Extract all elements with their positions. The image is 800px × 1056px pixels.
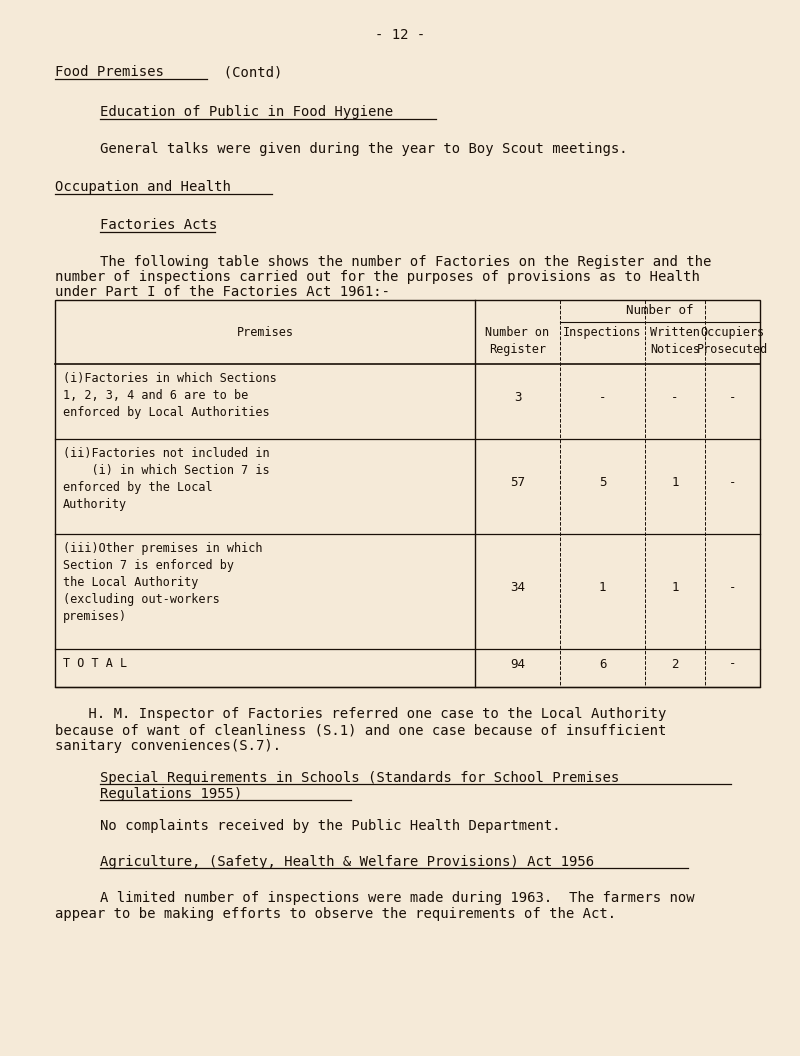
Text: 1: 1 xyxy=(671,476,678,489)
Text: Factories Acts: Factories Acts xyxy=(100,218,218,232)
Text: 5: 5 xyxy=(598,476,606,489)
Text: -: - xyxy=(729,581,736,593)
Text: Occupation and Health: Occupation and Health xyxy=(55,180,231,194)
Text: A limited number of inspections were made during 1963.  The farmers now: A limited number of inspections were mad… xyxy=(100,891,694,905)
Text: 34: 34 xyxy=(510,581,525,593)
Text: The following table shows the number of Factories on the Register and the: The following table shows the number of … xyxy=(100,254,711,269)
Text: Number on
Register: Number on Register xyxy=(486,326,550,356)
Text: Education of Public in Food Hygiene: Education of Public in Food Hygiene xyxy=(100,105,393,119)
Text: (Contd): (Contd) xyxy=(207,65,282,79)
Text: Special Requirements in Schools (Standards for School Premises: Special Requirements in Schools (Standar… xyxy=(100,771,619,785)
Text: 3: 3 xyxy=(514,391,522,404)
Text: - 12 -: - 12 - xyxy=(375,29,425,42)
Text: number of inspections carried out for the purposes of provisions as to Health: number of inspections carried out for th… xyxy=(55,270,700,284)
Text: H. M. Inspector of Factories referred one case to the Local Authority: H. M. Inspector of Factories referred on… xyxy=(55,708,666,721)
Text: (iii)Other premises in which
Section 7 is enforced by
the Local Authority
(exclu: (iii)Other premises in which Section 7 i… xyxy=(63,542,262,623)
Text: because of want of cleanliness (S.1) and one case because of insufficient: because of want of cleanliness (S.1) and… xyxy=(55,723,666,737)
Text: (i)Factories in which Sections
1, 2, 3, 4 and 6 are to be
enforced by Local Auth: (i)Factories in which Sections 1, 2, 3, … xyxy=(63,372,277,419)
Text: No complaints received by the Public Health Department.: No complaints received by the Public Hea… xyxy=(100,819,561,833)
Text: Regulations 1955): Regulations 1955) xyxy=(100,787,242,802)
Text: -: - xyxy=(671,391,678,404)
Text: -: - xyxy=(729,476,736,489)
Text: 1: 1 xyxy=(598,581,606,593)
Bar xyxy=(55,300,760,687)
Text: 6: 6 xyxy=(598,658,606,671)
Text: (ii)Factories not included in
    (i) in which Section 7 is
enforced by the Loca: (ii)Factories not included in (i) in whi… xyxy=(63,447,270,511)
Text: Inspections: Inspections xyxy=(563,326,642,339)
Text: -: - xyxy=(598,391,606,404)
Text: Premises: Premises xyxy=(237,326,294,339)
Text: Written
Notices: Written Notices xyxy=(650,326,700,356)
Text: -: - xyxy=(729,658,736,671)
Text: under Part I of the Factories Act 1961:-: under Part I of the Factories Act 1961:- xyxy=(55,285,390,299)
Text: T O T A L: T O T A L xyxy=(63,657,127,670)
Text: Food Premises: Food Premises xyxy=(55,65,164,79)
Text: General talks were given during the year to Boy Scout meetings.: General talks were given during the year… xyxy=(100,142,628,156)
Text: Number of: Number of xyxy=(626,304,694,317)
Text: 1: 1 xyxy=(671,581,678,593)
Text: -: - xyxy=(729,391,736,404)
Text: 94: 94 xyxy=(510,658,525,671)
Text: sanitary conveniences(S.7).: sanitary conveniences(S.7). xyxy=(55,739,281,753)
Text: Agriculture, (Safety, Health & Welfare Provisions) Act 1956: Agriculture, (Safety, Health & Welfare P… xyxy=(100,855,594,869)
Text: appear to be making efforts to observe the requirements of the Act.: appear to be making efforts to observe t… xyxy=(55,907,616,921)
Text: Occupiers
Prosecuted: Occupiers Prosecuted xyxy=(697,326,768,356)
Text: 2: 2 xyxy=(671,658,678,671)
Text: 57: 57 xyxy=(510,476,525,489)
